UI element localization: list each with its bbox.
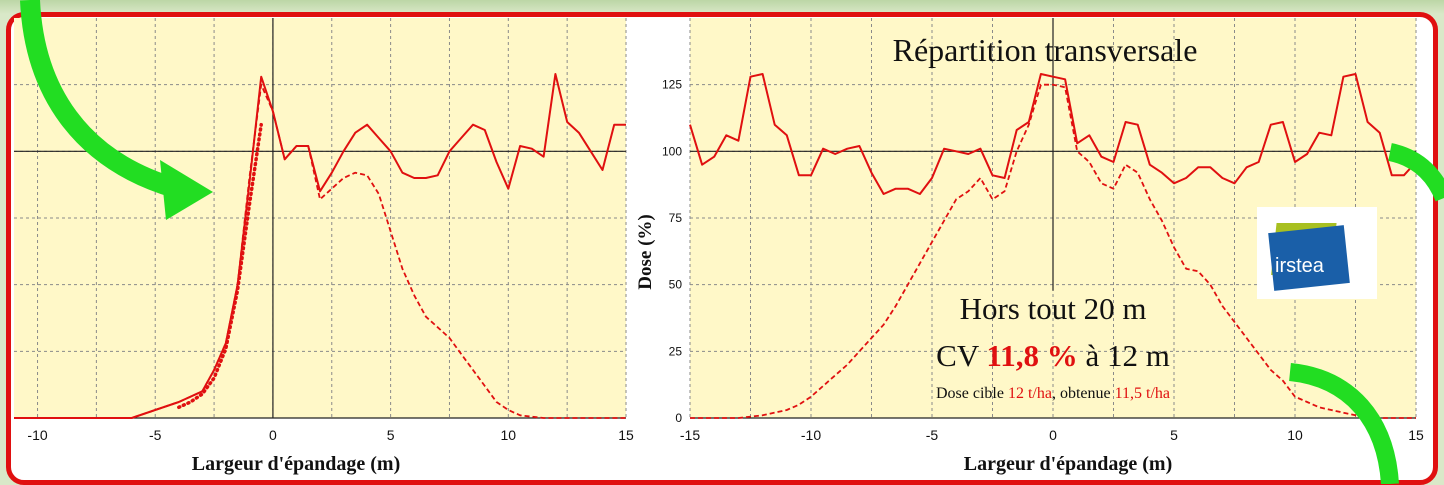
right-chart-title: Répartition transversale [893,32,1198,68]
x-tick-label: -10 [801,427,821,443]
annotation-cv-prefix: CV [936,338,986,373]
right-x-tick-labels: -15 -10 -5 0 5 10 15 [680,427,1424,443]
annotation-overall-width: Hors tout 20 m [960,291,1147,326]
y-tick-label: 50 [669,278,683,292]
right-top-curved-arrow-icon [1387,143,1444,202]
annotation-dose-b: 12 t/ha [1008,385,1052,402]
x-tick-label: -5 [149,427,162,443]
annotation-dose-c: , obtenue [1052,385,1115,402]
right-series [689,73,1417,419]
right-axes [690,18,1416,419]
x-tick-label: 10 [501,427,517,443]
right-bottom-curved-arrow-icon [1288,363,1399,484]
irstea-logo: irstea [1257,207,1377,299]
annotation-dose: Dose cible 12 t/ha, obtenue 11,5 t/ha [936,385,1170,402]
left-chart: -10 -5 0 5 10 15 Largeur d'épandage (m) [14,18,634,475]
right-y-axis-label: Dose (%) [635,214,656,289]
x-tick-label: 0 [1049,427,1057,443]
right-series-solid-line [689,73,1417,195]
top-strip [0,0,1444,14]
logo-text: irstea [1275,255,1325,277]
left-x-axis-label: Largeur d'épandage (m) [192,453,401,475]
right-series-dash-line [690,83,1416,419]
x-tick-label: 5 [387,427,395,443]
left-x-tick-labels: -10 -5 0 5 10 15 [27,427,634,443]
annotation-dose-a: Dose cible [936,385,1008,402]
y-tick-label: 100 [662,144,682,158]
y-tick-label: 0 [675,411,682,425]
y-tick-label: 25 [669,344,683,358]
x-tick-label: -5 [926,427,939,443]
x-tick-label: 5 [1170,427,1178,443]
annotation-cv-value: 11,8 % [986,338,1077,373]
left-series [14,73,626,419]
x-tick-label: 0 [269,427,277,443]
left-series-dot-line [177,122,263,410]
x-tick-label: -10 [27,427,47,443]
annotation-dose-d: 11,5 t/ha [1115,385,1170,402]
left-curved-arrow-icon [20,0,213,220]
right-chart: -15 -10 -5 0 5 10 15 0 25 50 75 100 125 Répartition… [635,18,1424,475]
x-tick-label: -15 [680,427,700,443]
annotation-cv-suffix: à 12 m [1078,338,1170,373]
x-tick-label: 10 [1287,427,1303,443]
right-y-tick-labels: 0 25 50 75 100 125 [662,78,682,425]
right-x-axis-label: Largeur d'épandage (m) [964,453,1173,475]
y-tick-label: 75 [669,211,683,225]
x-tick-label: 15 [618,427,634,443]
x-tick-label: 15 [1408,427,1424,443]
annotation-cv: CV 11,8 % à 12 m [936,338,1170,373]
y-tick-label: 125 [662,78,682,92]
left-grid [14,18,627,418]
